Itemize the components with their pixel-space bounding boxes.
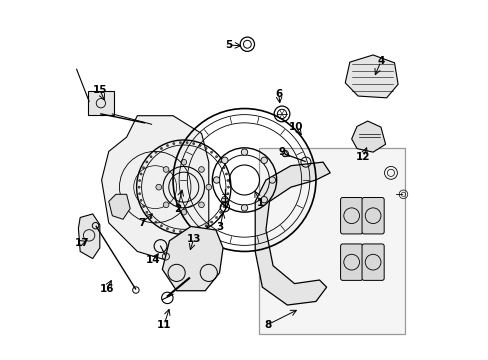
Circle shape — [227, 186, 229, 188]
Circle shape — [198, 202, 204, 208]
Circle shape — [199, 144, 201, 147]
Text: 7: 7 — [138, 218, 145, 228]
Circle shape — [172, 143, 175, 145]
Circle shape — [155, 221, 157, 223]
Text: 16: 16 — [100, 284, 114, 294]
Circle shape — [221, 157, 227, 163]
Circle shape — [160, 147, 162, 149]
Text: 15: 15 — [92, 85, 107, 95]
Text: 13: 13 — [186, 234, 201, 244]
Polygon shape — [162, 226, 223, 291]
Circle shape — [160, 225, 162, 227]
Text: 17: 17 — [75, 238, 89, 248]
Circle shape — [145, 161, 148, 163]
Circle shape — [150, 216, 152, 219]
FancyBboxPatch shape — [361, 198, 384, 234]
FancyBboxPatch shape — [258, 148, 405, 334]
Circle shape — [226, 193, 228, 195]
Circle shape — [198, 167, 204, 172]
Circle shape — [179, 141, 181, 144]
Circle shape — [241, 204, 247, 211]
Text: 10: 10 — [288, 122, 303, 132]
Circle shape — [223, 167, 224, 169]
Circle shape — [145, 211, 148, 213]
Circle shape — [185, 141, 188, 144]
Circle shape — [223, 206, 224, 208]
Circle shape — [210, 151, 212, 153]
FancyBboxPatch shape — [340, 198, 362, 234]
Polygon shape — [78, 214, 100, 258]
Circle shape — [150, 156, 152, 158]
Circle shape — [192, 230, 194, 232]
Circle shape — [140, 199, 142, 201]
Circle shape — [261, 157, 267, 163]
Circle shape — [142, 206, 144, 208]
Circle shape — [241, 149, 247, 156]
Circle shape — [261, 197, 267, 203]
FancyBboxPatch shape — [340, 244, 362, 280]
Circle shape — [268, 177, 275, 183]
Text: 1: 1 — [256, 198, 264, 208]
Circle shape — [219, 161, 221, 163]
Circle shape — [142, 167, 144, 169]
Circle shape — [172, 230, 175, 232]
Circle shape — [156, 184, 162, 190]
Circle shape — [192, 143, 194, 145]
Circle shape — [179, 231, 181, 233]
Circle shape — [138, 193, 141, 195]
Circle shape — [199, 228, 201, 230]
Circle shape — [138, 186, 140, 188]
Circle shape — [219, 211, 221, 213]
Circle shape — [181, 209, 186, 215]
Circle shape — [215, 216, 217, 219]
Polygon shape — [345, 55, 397, 98]
Polygon shape — [108, 194, 130, 219]
Text: 4: 4 — [377, 57, 384, 66]
Circle shape — [204, 147, 207, 149]
Circle shape — [215, 156, 217, 158]
Circle shape — [225, 199, 227, 201]
Circle shape — [166, 228, 168, 230]
Text: 12: 12 — [355, 152, 369, 162]
Circle shape — [213, 177, 220, 183]
Text: 3: 3 — [216, 222, 224, 232]
Text: 6: 6 — [275, 89, 282, 99]
Circle shape — [185, 231, 188, 233]
Circle shape — [181, 159, 186, 165]
Circle shape — [155, 151, 157, 153]
Circle shape — [138, 179, 141, 181]
FancyBboxPatch shape — [87, 91, 114, 115]
Polygon shape — [255, 162, 329, 305]
Polygon shape — [102, 116, 208, 262]
Text: 9: 9 — [278, 147, 285, 157]
Text: 14: 14 — [146, 255, 161, 265]
Circle shape — [163, 202, 168, 208]
Circle shape — [225, 173, 227, 175]
Circle shape — [210, 221, 212, 223]
FancyBboxPatch shape — [361, 244, 384, 280]
Circle shape — [221, 197, 227, 203]
Circle shape — [205, 184, 211, 190]
Polygon shape — [351, 121, 385, 152]
Circle shape — [226, 179, 228, 181]
Circle shape — [166, 144, 168, 147]
Text: 2: 2 — [173, 204, 181, 214]
Text: 11: 11 — [157, 320, 171, 330]
Text: 5: 5 — [224, 40, 232, 50]
Circle shape — [204, 225, 207, 227]
Circle shape — [140, 173, 142, 175]
Text: 8: 8 — [264, 320, 271, 330]
Circle shape — [163, 167, 168, 172]
